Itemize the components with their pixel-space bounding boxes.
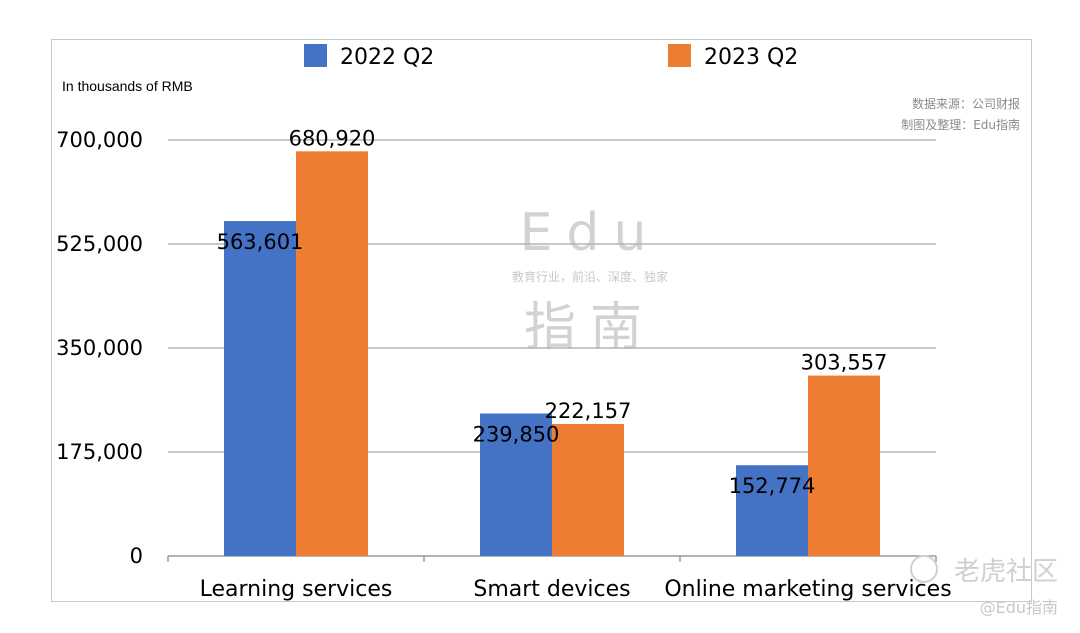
- legend-label: 2023 Q2: [704, 45, 798, 70]
- data-label: 303,557: [801, 351, 888, 375]
- bar: [296, 151, 368, 556]
- paw-icon: [910, 555, 938, 583]
- bars: [224, 151, 880, 556]
- bar: [552, 423, 624, 556]
- watermark-brand: Edu: [520, 203, 661, 263]
- corner-mark: 老虎社区 @Edu指南: [910, 555, 1058, 617]
- y-tick-label: 175,000: [56, 440, 143, 464]
- data-label: 680,920: [289, 126, 376, 150]
- category-label: Smart devices: [473, 577, 630, 602]
- watermark-tagline: 教育行业，前沿、深度、独家: [512, 269, 668, 284]
- source-note-line1: 数据来源：公司财报: [912, 96, 1020, 111]
- legend-swatch: [304, 44, 327, 67]
- category-label: Learning services: [200, 577, 393, 602]
- chart-frame: [51, 39, 1032, 602]
- legend-item: 2022 Q2: [304, 44, 434, 70]
- category-labels: Learning services Smart devices Online mar…: [200, 577, 952, 602]
- y-tick-label: 350,000: [56, 336, 143, 360]
- legend-item: 2023 Q2: [668, 44, 798, 70]
- category-label: Online marketing services: [664, 577, 951, 602]
- bar: [808, 375, 880, 556]
- source-note-line2: 制图及整理：Edu指南: [901, 117, 1020, 132]
- source-note: 数据来源：公司财报 制图及整理：Edu指南: [901, 96, 1020, 132]
- bar: [736, 465, 808, 556]
- data-label: 239,850: [473, 422, 560, 446]
- y-tick-label: 525,000: [56, 232, 143, 256]
- y-tick-label: 700,000: [56, 128, 143, 152]
- corner-mark-handle: @Edu指南: [980, 598, 1058, 617]
- bar: [480, 413, 552, 556]
- legend-swatch: [668, 44, 691, 67]
- data-label: 222,157: [545, 399, 632, 423]
- y-tick-labels: 0 175,000 350,000 525,000 700,000: [56, 128, 143, 568]
- data-label: 563,601: [217, 230, 304, 254]
- bar: [224, 221, 296, 556]
- corner-mark-title: 老虎社区: [954, 557, 1058, 587]
- watermark-name: 指南: [524, 298, 656, 358]
- legend-label: 2022 Q2: [340, 45, 434, 70]
- y-tick-label: 0: [130, 544, 143, 568]
- data-label: 152,774: [729, 474, 816, 498]
- unit-label: In thousands of RMB: [62, 78, 193, 94]
- watermark: Edu 教育行业，前沿、深度、独家 指南: [512, 203, 668, 358]
- legend: 2022 Q2 2023 Q2: [304, 44, 798, 70]
